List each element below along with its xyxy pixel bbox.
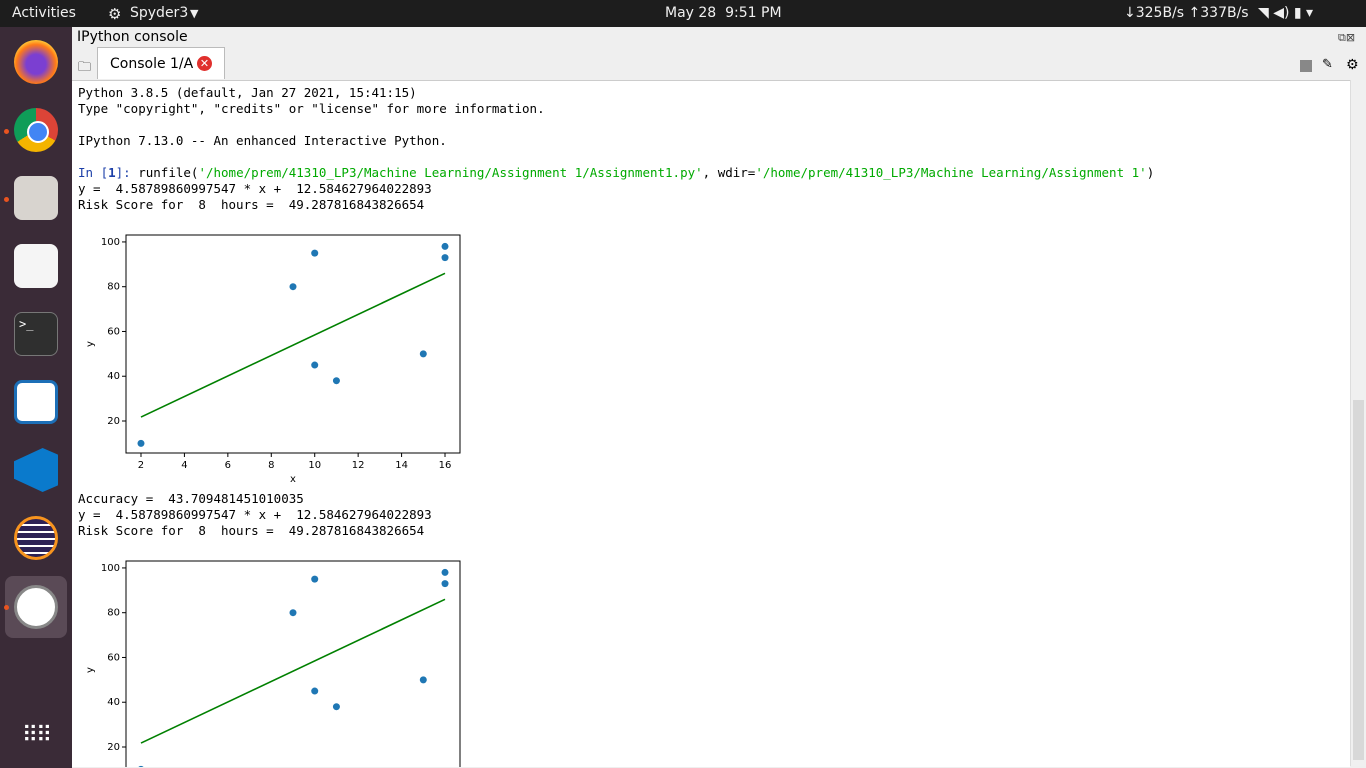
x-tick-label: 14 [395,460,408,471]
clear-button[interactable]: ✎ [1322,57,1333,72]
data-point [332,377,340,385]
data-point [332,703,340,711]
data-point [419,676,427,684]
panel-title: IPython console [77,29,188,45]
spyder-icon[interactable] [14,585,58,629]
activities[interactable]: Activities [12,5,76,21]
y-tick-label: 60 [107,326,120,337]
y-tick-label: 100 [101,237,120,248]
files-icon[interactable] [14,176,58,220]
data-point [441,254,449,262]
chrome-icon[interactable] [14,108,58,152]
running-indicator [4,197,9,202]
y-tick-label: 100 [101,563,120,574]
plot-frame [125,560,461,767]
y-tick-label: 80 [107,608,120,619]
prompt: In [ [78,165,109,180]
scrollbar-thumb[interactable] [1353,400,1364,760]
banner-line: Type "copyright", "credits" or "license"… [78,101,545,116]
console-output: Python 3.8.5 (default, Jan 27 2021, 15:4… [72,80,1350,767]
firefox-icon[interactable] [14,40,58,84]
network-speed[interactable]: ↓325B/s ↑337B/s [1124,5,1249,21]
data-point [311,249,319,257]
data-point [311,361,319,369]
tab-label[interactable]: Console 1/A [110,56,194,72]
regression-line [140,272,446,418]
output-line: Accuracy = 43.709481451010035 [78,491,304,506]
data-point [419,350,427,358]
plot-frame [125,234,461,454]
app-icon: ⚙ [108,5,122,23]
data-point [311,687,319,695]
y-tick-label: 80 [107,282,120,293]
output-line: Risk Score for 8 hours = 49.287816843826… [78,523,425,538]
command-line: In [1]: runfile('/home/prem/41310_LP3/Ma… [78,165,1154,181]
regression-line [140,598,446,744]
x-tick-label: 6 [225,460,231,471]
tab-close[interactable]: ✕ [197,56,212,71]
data-point [441,242,449,250]
running-indicator [4,605,9,610]
app-grid[interactable]: ⠿⠿ [21,723,52,748]
banner-line: Python 3.8.5 (default, Jan 27 2021, 15:4… [78,85,417,100]
x-tick-label: 2 [138,460,144,471]
output-line: Risk Score for 8 hours = 49.287816843826… [78,197,425,212]
prompt: ]: [115,165,131,180]
terminal-icon[interactable]: >_ [14,312,58,356]
y-tick-label: 40 [107,371,120,382]
data-point [311,575,319,583]
y-tick-label: 20 [107,416,120,427]
command: ) [1146,165,1155,180]
x-tick-label: 8 [268,460,274,471]
output-line: y = 4.58789860997547 * x + 12.5846279640… [78,507,432,522]
console-tab[interactable]: Console 1/A ✕ [97,47,225,79]
app-menu[interactable]: Spyder3 [130,5,189,21]
chart: 20 40 60 80 100 2 4 6 8 10 12 14 16 x y [85,234,461,485]
data-point [289,609,297,617]
running-indicator [4,129,9,134]
command: , wdir= [702,165,756,180]
app-menu-arrow[interactable]: ▼ [190,7,199,20]
scrollbar[interactable] [1350,80,1366,766]
options-button[interactable]: ⚙ [1346,57,1359,73]
clock[interactable]: May 28 9:51 PM [665,5,782,21]
x-axis-label: x [290,474,296,485]
data-point [441,580,449,588]
string: '/home/prem/41310_LP3/Machine Learning/A… [755,165,1147,180]
dock: >_ ⠿⠿ [0,27,72,768]
text-editor-icon[interactable] [14,244,58,288]
data-point [289,283,297,291]
x-tick-label: 16 [439,460,452,471]
writer-icon[interactable] [14,380,58,424]
output-line: y = 4.58789860997547 * x + 12.5846279640… [78,181,432,196]
y-tick-label: 60 [107,652,120,663]
y-axis-label: y [85,341,96,347]
banner-line: IPython 7.13.0 -- An enhanced Interactiv… [78,133,447,148]
chart: 20 40 60 80 100 y [85,560,461,767]
stop-button[interactable] [1300,60,1312,72]
x-tick-label: 4 [181,460,187,471]
x-tick-label: 12 [352,460,365,471]
x-tick-label: 10 [308,460,321,471]
y-tick-label: 20 [107,742,120,753]
chrome-center [27,121,49,143]
data-point [138,765,144,767]
top-bar: Activities ⚙ Spyder3 ▼ May 28 9:51 PM ↓3… [0,0,1366,27]
vscode-icon[interactable] [14,448,58,492]
data-point [137,439,145,447]
y-axis-label: y [85,667,96,673]
command: runfile( [130,165,199,180]
prompt-number: 1 [108,165,116,180]
eclipse-icon[interactable] [14,516,58,560]
string: '/home/prem/41310_LP3/Machine Learning/A… [198,165,703,180]
status-icons[interactable]: ◥ ◀) ▮ ▾ [1258,5,1314,21]
panel-controls[interactable]: ⧉⊠ [1338,31,1356,44]
browse-tabs[interactable]: 🗀 [78,60,92,75]
y-tick-label: 40 [107,697,120,708]
data-point [441,568,449,576]
